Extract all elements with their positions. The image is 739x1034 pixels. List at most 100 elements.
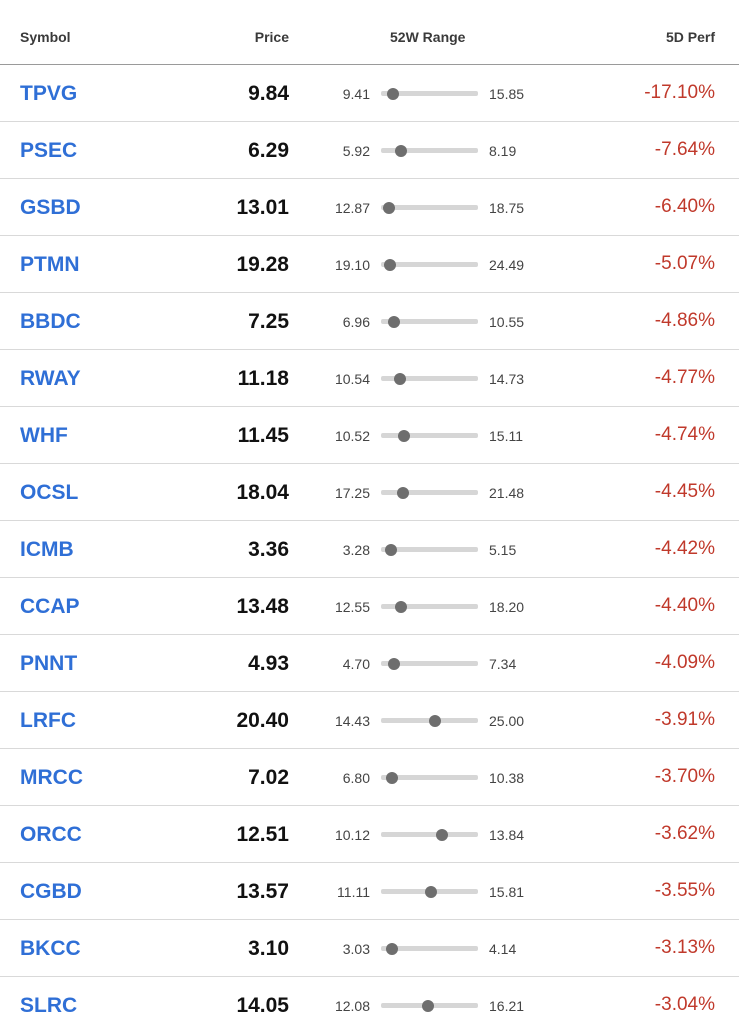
table-row[interactable]: ORCC 12.51 10.12 13.84 -3.62% <box>0 806 739 863</box>
symbol-link[interactable]: ORCC <box>20 823 82 846</box>
range-high: 15.81 <box>489 884 525 900</box>
range-low: 19.10 <box>334 257 370 273</box>
range-low: 11.11 <box>337 884 370 900</box>
symbol-link[interactable]: GSBD <box>20 196 81 219</box>
table-row[interactable]: WHF 11.45 10.52 15.11 -4.74% <box>0 407 739 464</box>
table-row[interactable]: PTMN 19.28 19.10 24.49 -5.07% <box>0 236 739 293</box>
price-value: 6.29 <box>248 139 289 162</box>
price-value: 11.45 <box>237 424 289 447</box>
range-low: 12.87 <box>334 200 370 216</box>
price-value: 7.25 <box>248 310 289 333</box>
range-bar <box>381 372 478 385</box>
range-marker <box>394 144 407 157</box>
price-value: 11.18 <box>237 367 289 390</box>
range-high: 16.21 <box>489 998 525 1014</box>
table-row[interactable]: CGBD 13.57 11.11 15.81 -3.55% <box>0 863 739 920</box>
table-row[interactable]: OCSL 18.04 17.25 21.48 -4.45% <box>0 464 739 521</box>
symbol-link[interactable]: TPVG <box>20 82 78 105</box>
range-low: 5.92 <box>342 143 370 159</box>
range-high: 15.11 <box>489 428 523 444</box>
symbol-link[interactable]: CGBD <box>20 880 82 903</box>
range-low: 10.54 <box>334 371 370 387</box>
table-row[interactable]: CCAP 13.48 12.55 18.20 -4.40% <box>0 578 739 635</box>
table-row[interactable]: MRCC 7.02 6.80 10.38 -3.70% <box>0 749 739 806</box>
symbol-link[interactable]: OCSL <box>20 481 79 504</box>
symbol-link[interactable]: SLRC <box>20 994 78 1017</box>
price-value: 3.10 <box>248 937 289 960</box>
range-high: 8.19 <box>489 143 517 159</box>
table-row[interactable]: LRFC 20.40 14.43 25.00 -3.91% <box>0 692 739 749</box>
header-5d-perf[interactable]: 5D Perf <box>665 29 715 45</box>
range-bar <box>381 714 478 727</box>
table-row[interactable]: GSBD 13.01 12.87 18.75 -6.40% <box>0 179 739 236</box>
table-row[interactable]: BBDC 7.25 6.96 10.55 -4.86% <box>0 293 739 350</box>
symbol-link[interactable]: PNNT <box>20 652 78 675</box>
price-value: 14.05 <box>236 994 289 1017</box>
range-high: 4.14 <box>489 941 517 957</box>
range-low: 14.43 <box>334 713 370 729</box>
range-high: 18.20 <box>489 599 525 615</box>
range-marker <box>435 828 448 841</box>
range-high: 21.48 <box>489 485 525 501</box>
symbol-link[interactable]: BKCC <box>20 937 81 960</box>
symbol-link[interactable]: PTMN <box>20 253 80 276</box>
range-marker <box>386 87 399 100</box>
range-low: 12.55 <box>334 599 370 615</box>
perf-value: -4.74% <box>654 424 715 445</box>
perf-value: -4.86% <box>654 310 715 331</box>
range-low: 4.70 <box>342 656 370 672</box>
perf-value: -7.64% <box>654 139 715 160</box>
range-bar <box>381 87 478 100</box>
range-marker <box>396 486 409 499</box>
range-marker <box>388 657 401 670</box>
symbol-link[interactable]: WHF <box>20 424 68 447</box>
price-value: 7.02 <box>248 766 289 789</box>
table-header: Symbol Price 52W Range 5D Perf <box>0 0 739 65</box>
range-high: 25.00 <box>489 713 525 729</box>
symbol-link[interactable]: PSEC <box>20 139 78 162</box>
symbol-link[interactable]: MRCC <box>20 766 83 789</box>
perf-value: -4.77% <box>654 367 715 388</box>
range-marker <box>387 315 400 328</box>
range-bar <box>381 201 478 214</box>
range-high: 5.15 <box>489 542 517 558</box>
perf-value: -3.91% <box>654 709 715 730</box>
price-value: 9.84 <box>248 82 289 105</box>
symbol-link[interactable]: BBDC <box>20 310 81 333</box>
header-symbol[interactable]: Symbol <box>20 29 71 45</box>
range-low: 17.25 <box>334 485 370 501</box>
header-52w-range[interactable]: 52W Range <box>390 29 466 45</box>
perf-value: -3.13% <box>654 937 715 958</box>
range-high: 15.85 <box>489 86 525 102</box>
symbol-link[interactable]: RWAY <box>20 367 81 390</box>
perf-value: -6.40% <box>654 196 715 217</box>
table-row[interactable]: TPVG 9.84 9.41 15.85 -17.10% <box>0 65 739 122</box>
range-high: 13.84 <box>489 827 525 843</box>
range-bar <box>381 771 478 784</box>
symbol-link[interactable]: CCAP <box>20 595 80 618</box>
header-price[interactable]: Price <box>254 29 289 45</box>
range-high: 7.34 <box>489 656 517 672</box>
table-row[interactable]: PNNT 4.93 4.70 7.34 -4.09% <box>0 635 739 692</box>
price-value: 19.28 <box>236 253 289 276</box>
perf-value: -4.40% <box>654 595 715 616</box>
table-row[interactable]: RWAY 11.18 10.54 14.73 -4.77% <box>0 350 739 407</box>
range-low: 12.08 <box>334 998 370 1014</box>
symbol-link[interactable]: ICMB <box>20 538 74 561</box>
range-bar <box>381 543 478 556</box>
perf-value: -5.07% <box>654 253 715 274</box>
range-high: 10.55 <box>489 314 525 330</box>
range-marker <box>398 429 411 442</box>
range-marker <box>421 999 434 1012</box>
perf-value: -4.45% <box>654 481 715 502</box>
symbol-link[interactable]: LRFC <box>20 709 76 732</box>
price-value: 13.48 <box>236 595 289 618</box>
perf-value: -3.62% <box>654 823 715 844</box>
table-row[interactable]: BKCC 3.10 3.03 4.14 -3.13% <box>0 920 739 977</box>
table-row[interactable]: PSEC 6.29 5.92 8.19 -7.64% <box>0 122 739 179</box>
range-bar <box>381 942 478 955</box>
table-row[interactable]: SLRC 14.05 12.08 16.21 -3.04% <box>0 977 739 1034</box>
range-bar <box>381 429 478 442</box>
range-bar <box>381 657 478 670</box>
table-row[interactable]: ICMB 3.36 3.28 5.15 -4.42% <box>0 521 739 578</box>
